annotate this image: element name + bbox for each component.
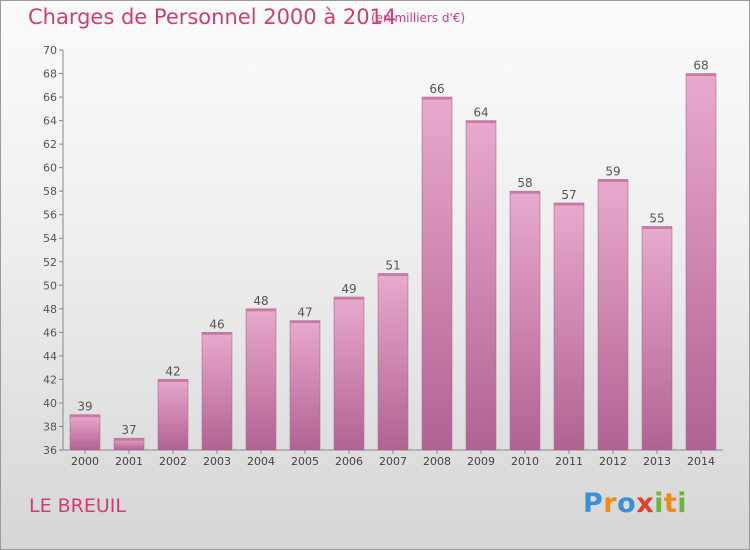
y-tick-label: 36 <box>43 444 57 457</box>
bar-value-label: 68 <box>693 59 708 73</box>
y-tick-label: 64 <box>43 115 57 128</box>
y-tick-label: 42 <box>43 373 57 386</box>
x-tick-label: 2009 <box>467 455 495 468</box>
bar-top-edge <box>554 202 584 206</box>
bar-value-label: 48 <box>253 294 268 308</box>
logo-letter: P <box>583 488 604 519</box>
x-tick-label: 2014 <box>687 455 715 468</box>
chart-data-labels: 39 37 42 46 48 47 49 51 66 64 58 57 59 55 68 <box>77 59 708 438</box>
logo-letter: i <box>654 488 664 519</box>
y-tick-label: 68 <box>43 68 57 81</box>
bar <box>157 379 189 451</box>
y-tick-label: 40 <box>43 397 57 410</box>
logo-letter: o <box>617 488 637 519</box>
bar-value-label: 51 <box>385 259 400 273</box>
bar-value-label: 64 <box>473 106 488 120</box>
bar <box>333 296 365 451</box>
x-tick-label: 2001 <box>115 455 143 468</box>
bar <box>553 202 585 451</box>
y-tick-label: 60 <box>43 162 57 175</box>
bar-value-label: 55 <box>649 211 664 225</box>
chart-bars <box>69 73 717 451</box>
bar-value-label: 39 <box>77 400 92 414</box>
bar <box>509 190 541 451</box>
bar <box>685 73 717 451</box>
bar <box>289 320 321 451</box>
x-tick-label: 2005 <box>291 455 319 468</box>
y-tick-label: 54 <box>43 232 57 245</box>
bar-value-label: 58 <box>517 176 532 190</box>
logo-letter: r <box>603 488 618 519</box>
chart-axes: 36 38 40 42 44 46 48 50 52 54 56 58 60 62 64 66 68 70 2000… <box>43 44 723 468</box>
bar-top-edge <box>114 438 144 441</box>
x-tick-label: 2010 <box>511 455 539 468</box>
y-tick-label: 62 <box>43 138 57 151</box>
y-tick-label: 66 <box>43 91 57 104</box>
bar-value-label: 37 <box>121 423 136 437</box>
x-tick-label: 2002 <box>159 455 187 468</box>
x-tick-label: 2013 <box>643 455 671 468</box>
y-tick-label: 48 <box>43 303 57 316</box>
bar-top-edge <box>378 273 408 277</box>
y-tick-label: 38 <box>43 420 57 433</box>
x-tick-label: 2007 <box>379 455 407 468</box>
bar-value-label: 66 <box>429 82 444 96</box>
bar-value-label: 49 <box>341 282 356 296</box>
bar <box>597 179 629 451</box>
y-tick-label: 58 <box>43 185 57 198</box>
x-tick-label: 2012 <box>599 455 627 468</box>
x-tick-label: 2004 <box>247 455 275 468</box>
x-tick-label: 2011 <box>555 455 583 468</box>
x-tick-label: 2008 <box>423 455 451 468</box>
logo-letter: t <box>663 488 678 519</box>
chart-subtitle: (en milliers d'€) <box>371 11 466 25</box>
bar-top-edge <box>290 320 320 324</box>
bar <box>377 273 409 451</box>
bar-value-label: 57 <box>561 188 576 202</box>
y-tick-label: 52 <box>43 256 57 269</box>
x-tick-label: 2000 <box>71 455 99 468</box>
y-tick-label: 56 <box>43 209 57 222</box>
bar <box>421 96 453 451</box>
bar-value-label: 42 <box>165 364 180 378</box>
logo-letter: x <box>636 488 655 519</box>
bar-top-edge <box>158 379 188 382</box>
bar <box>69 414 101 451</box>
bar <box>245 308 277 451</box>
y-tick-label: 50 <box>43 279 57 292</box>
proxiti-logo: Proxiti <box>583 488 687 519</box>
bar-top-edge <box>510 191 540 194</box>
bar-top-edge <box>686 73 716 77</box>
y-tick-label: 44 <box>43 350 57 363</box>
bar <box>465 120 497 451</box>
y-tick-label: 70 <box>43 44 57 57</box>
bar-value-label: 59 <box>605 164 620 178</box>
bar-top-edge <box>70 414 100 418</box>
bar-top-edge <box>466 120 496 124</box>
bar-top-edge <box>202 332 232 335</box>
bar-top-edge <box>246 308 276 312</box>
bar-top-edge <box>598 179 628 182</box>
x-tick-label: 2003 <box>203 455 231 468</box>
bar-top-edge <box>642 226 672 229</box>
chart-title: Charges de Personnel 2000 à 2014 <box>28 5 397 29</box>
logo-letter: i <box>677 488 688 519</box>
bar-top-edge <box>422 97 452 100</box>
bar <box>201 332 233 451</box>
commune-name: LE BREUIL <box>29 495 126 517</box>
bar-top-edge <box>334 297 364 300</box>
y-tick-label: 46 <box>43 326 57 339</box>
bar <box>641 226 673 451</box>
bar-value-label: 47 <box>297 306 312 320</box>
bar-value-label: 46 <box>209 317 224 331</box>
x-tick-label: 2006 <box>335 455 363 468</box>
